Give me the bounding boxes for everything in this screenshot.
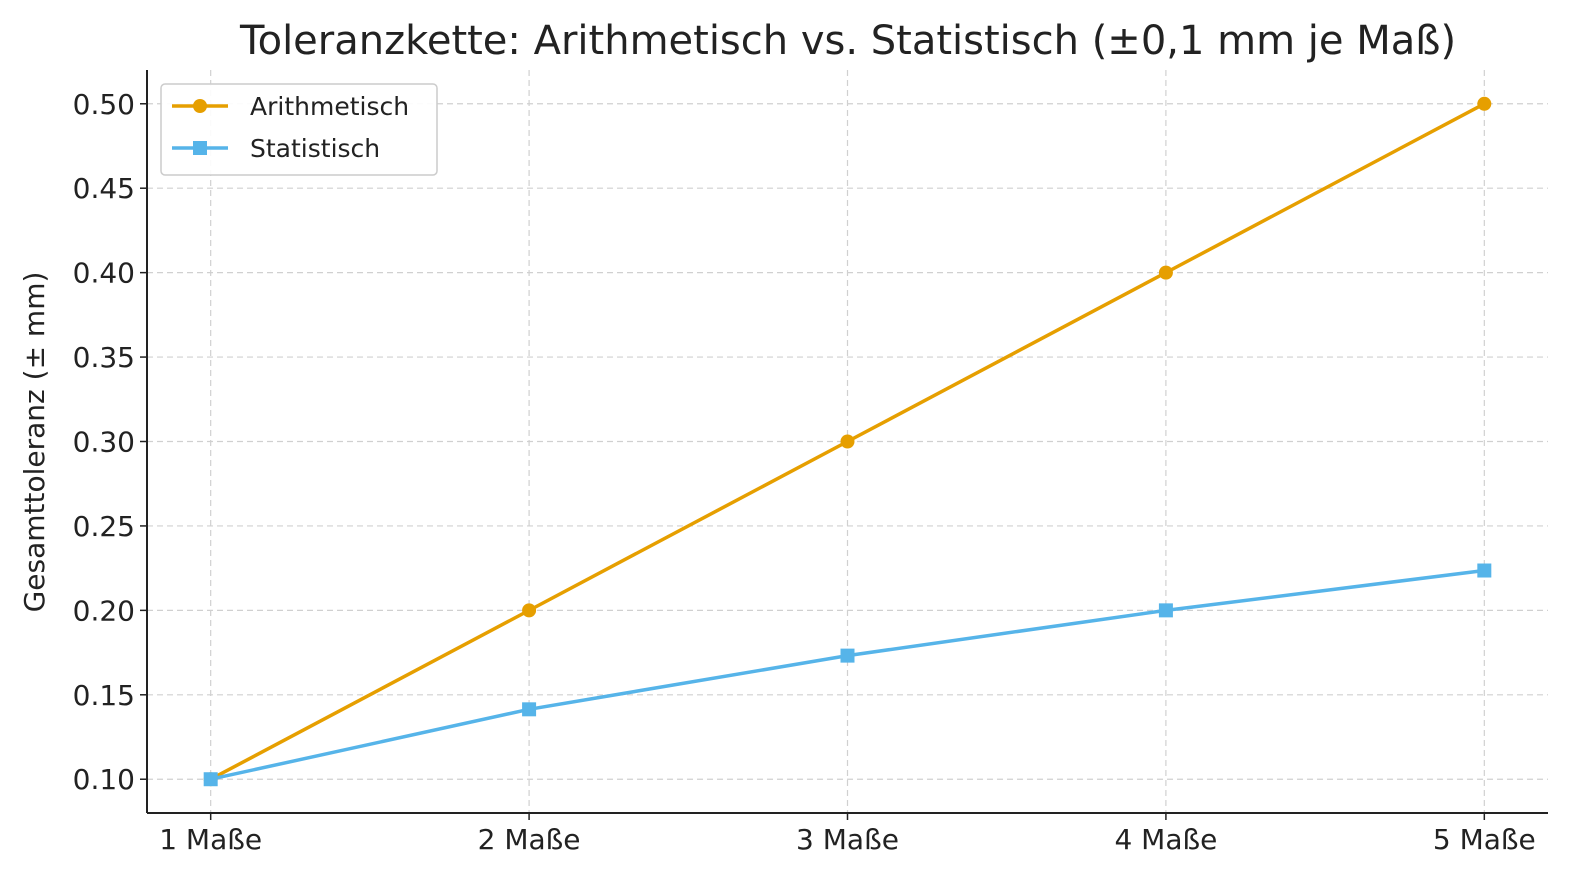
- x-tick-label: 5 Maße: [1433, 823, 1536, 856]
- series-group: [203, 96, 1492, 787]
- data-point-statistisch: [1158, 603, 1173, 618]
- data-point-statistisch: [840, 648, 855, 663]
- y-tick-label: 0.30: [73, 426, 135, 459]
- data-point-arithmetisch: [840, 434, 855, 449]
- y-tick-label: 0.45: [73, 172, 135, 205]
- x-tick-label: 2 Maße: [478, 823, 581, 856]
- y-tick-label: 0.25: [73, 510, 135, 543]
- data-point-statistisch: [522, 702, 537, 717]
- y-tick-label: 0.50: [73, 88, 135, 121]
- data-point-arithmetisch: [1158, 265, 1173, 280]
- x-tick-label: 3 Maße: [796, 823, 899, 856]
- data-point-arithmetisch: [193, 99, 207, 113]
- legend-label: Statistisch: [250, 134, 380, 163]
- data-point-statistisch: [203, 772, 218, 787]
- y-tick-label: 0.35: [73, 341, 135, 374]
- y-axis-label: Gesamttoleranz (± mm): [18, 272, 51, 613]
- x-tick-label: 1 Maße: [159, 823, 262, 856]
- legend: Arithmetisch Statistisch: [160, 83, 438, 176]
- data-point-statistisch: [1477, 563, 1492, 578]
- legend-label: Arithmetisch: [250, 92, 409, 121]
- data-point-arithmetisch: [1477, 96, 1492, 111]
- axes: 0.10 0.15 0.20 0.25 0.30 0.35 0.40 0.45 0.50 1 Ma…: [73, 70, 1548, 856]
- y-tick-label: 0.20: [73, 594, 135, 627]
- data-point-arithmetisch: [522, 603, 537, 618]
- y-tick-label: 0.10: [73, 763, 135, 796]
- y-tick-label: 0.40: [73, 257, 135, 290]
- data-point-statistisch: [193, 141, 207, 155]
- y-tick-label: 0.15: [73, 679, 135, 712]
- chart-title: Toleranzkette: Arithmetisch vs. Statisti…: [239, 18, 1456, 64]
- x-tick-label: 4 Maße: [1114, 823, 1217, 856]
- legend-box: [160, 83, 438, 176]
